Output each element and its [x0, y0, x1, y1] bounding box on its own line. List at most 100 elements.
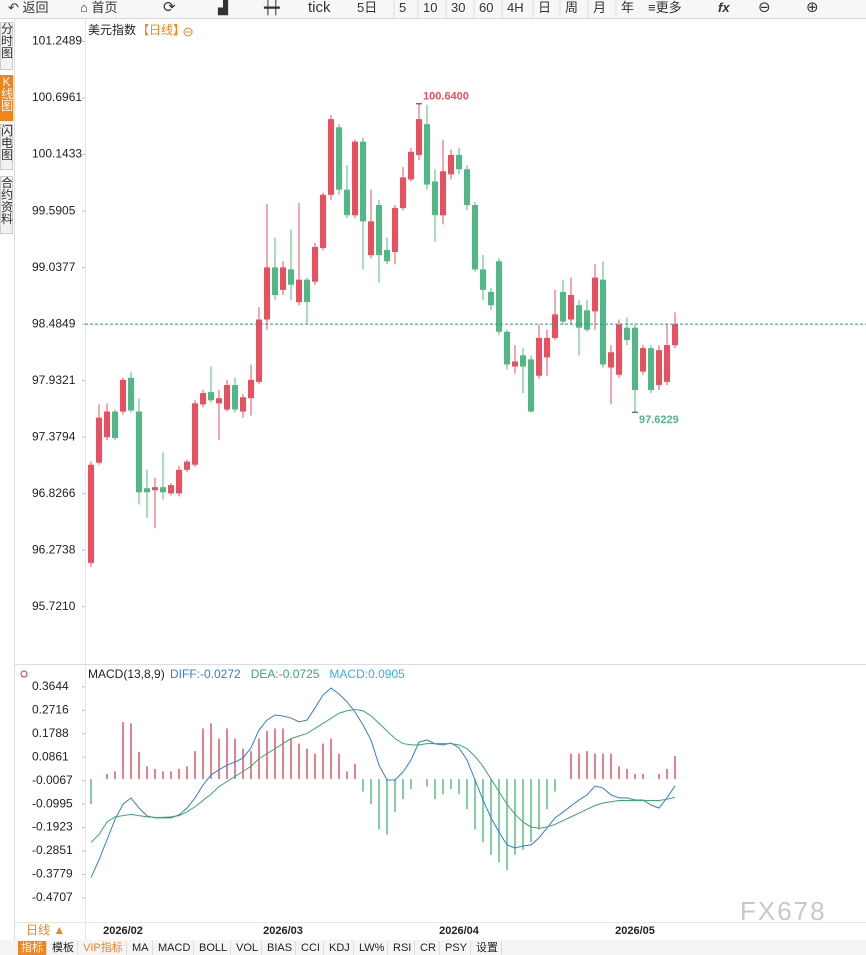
- zoom-in-button[interactable]: ⊕: [806, 0, 819, 16]
- candle-body: [352, 141, 358, 216]
- formula-button[interactable]: fx: [718, 0, 730, 15]
- candle-body: [288, 269, 294, 285]
- candle-body: [440, 171, 446, 216]
- candle-body: [104, 411, 110, 438]
- y-tick-label: 98.4849: [32, 316, 76, 330]
- side-tab[interactable]: 分时图: [0, 22, 13, 70]
- legend-label: DEA:-0.0725: [251, 667, 320, 681]
- candle-body: [576, 305, 582, 328]
- y-tick-label: -0.3779: [32, 867, 73, 881]
- y-tick-label: 0.0861: [32, 749, 69, 763]
- bottom-tab[interactable]: VOL: [233, 941, 263, 955]
- bottom-tab[interactable]: BOLL: [196, 941, 232, 955]
- side-tab[interactable]: 闪电图: [0, 124, 13, 170]
- candle-body: [280, 267, 286, 290]
- period-button[interactable]: 周: [565, 0, 579, 15]
- bottom-tab[interactable]: MA: [129, 941, 153, 955]
- bottom-tab[interactable]: RSI: [390, 941, 416, 955]
- candle-body: [256, 319, 262, 382]
- candle-body: [400, 177, 406, 209]
- chart-type-button[interactable]: ▟: [218, 0, 228, 15]
- x-tick-label: 2026/05: [615, 925, 655, 937]
- back-label: 返回: [22, 0, 49, 15]
- candle-body: [504, 331, 510, 365]
- candle-body: [320, 194, 326, 248]
- candle-body: [208, 392, 214, 401]
- candle-body: [616, 324, 622, 375]
- period-button[interactable]: 月: [593, 0, 607, 15]
- bottom-tab[interactable]: PSY: [442, 941, 472, 955]
- side-tab[interactable]: 合约资料: [0, 176, 13, 234]
- bottom-tab[interactable]: 设置: [473, 941, 502, 955]
- period-button[interactable]: 日: [538, 0, 552, 15]
- candle-body: [216, 398, 222, 404]
- period-button[interactable]: 10: [423, 0, 438, 15]
- period-button[interactable]: 年: [621, 0, 635, 15]
- candle-body: [480, 269, 486, 290]
- refresh-button[interactable]: ⟳: [163, 0, 176, 16]
- y-tick-label: 100.6961: [32, 90, 82, 104]
- y-tick-label: 101.2489: [32, 34, 82, 48]
- period-button[interactable]: 日线 ▲: [26, 923, 65, 937]
- period-button[interactable]: 60: [479, 0, 494, 15]
- candle-body: [304, 279, 310, 303]
- tick-button[interactable]: tick: [308, 0, 331, 16]
- candle-body: [584, 310, 590, 330]
- more-button[interactable]: ≡更多: [648, 0, 682, 15]
- chart-title: 美元指数: [88, 22, 136, 37]
- candle-body: [264, 267, 270, 320]
- candle-body: [272, 267, 278, 295]
- settings-icon[interactable]: [20, 670, 28, 678]
- candle-body: [560, 291, 566, 322]
- y-tick-label: 96.2738: [32, 542, 76, 556]
- candle-body: [344, 189, 350, 216]
- candle-body: [600, 279, 606, 365]
- bottom-tab[interactable]: KDJ: [326, 941, 354, 955]
- legend-label: MACD:0.0905: [329, 667, 405, 681]
- candle-body: [640, 348, 646, 372]
- candle-body: [160, 487, 166, 493]
- candle-type-button[interactable]: ┿┿: [264, 0, 280, 15]
- y-tick-label: 99.5905: [32, 203, 76, 217]
- y-tick-label: 97.9321: [32, 373, 76, 387]
- y-tick-label: 0.2716: [32, 702, 69, 716]
- bottom-tab[interactable]: 模板: [49, 941, 78, 955]
- period-button[interactable]: 4H: [507, 0, 524, 15]
- candle-body: [488, 291, 494, 306]
- back-button[interactable]: ↶ 返回: [8, 0, 49, 15]
- candle-body: [240, 397, 246, 412]
- candle-body: [496, 261, 502, 332]
- collapse-icon[interactable]: [183, 27, 193, 37]
- watermark: FX678: [740, 896, 827, 926]
- y-tick-label: -0.0995: [32, 796, 73, 810]
- period-button[interactable]: 5: [399, 0, 407, 15]
- toolbar-bg: [0, 0, 866, 18]
- candle-body: [120, 379, 126, 412]
- zoom-out-button[interactable]: ⊖: [758, 0, 771, 16]
- bottom-tab[interactable]: CR: [417, 941, 440, 955]
- home-button[interactable]: ⌂ 首页: [80, 0, 118, 15]
- candle-body: [192, 403, 198, 465]
- candle-body: [552, 314, 558, 338]
- more-label: 更多: [655, 0, 682, 15]
- x-tick-label: 2026/02: [103, 925, 143, 937]
- period-button[interactable]: 5日: [357, 0, 378, 15]
- bottom-tab[interactable]: CCI: [298, 941, 324, 955]
- candle-body: [312, 246, 318, 282]
- candle-body: [152, 487, 158, 491]
- y-tick-label: 0.1788: [32, 726, 69, 740]
- candle-body: [520, 355, 526, 367]
- bottom-tab[interactable]: BIAS: [264, 941, 297, 955]
- bottom-tab[interactable]: VIP指标: [80, 941, 127, 955]
- candle-body: [408, 151, 414, 180]
- y-tick-label: 0.3644: [32, 679, 69, 693]
- period-button[interactable]: 30: [451, 0, 466, 15]
- candle-body: [672, 324, 678, 346]
- bottom-tab[interactable]: MACD: [155, 941, 195, 955]
- side-tab[interactable]: K线图: [0, 75, 13, 121]
- candle-body: [528, 359, 534, 412]
- bottom-tab[interactable]: 指标: [18, 941, 47, 955]
- y-tick-label: -0.2851: [32, 843, 73, 857]
- candle-body: [536, 337, 542, 376]
- bottom-tab[interactable]: LW%: [356, 941, 389, 955]
